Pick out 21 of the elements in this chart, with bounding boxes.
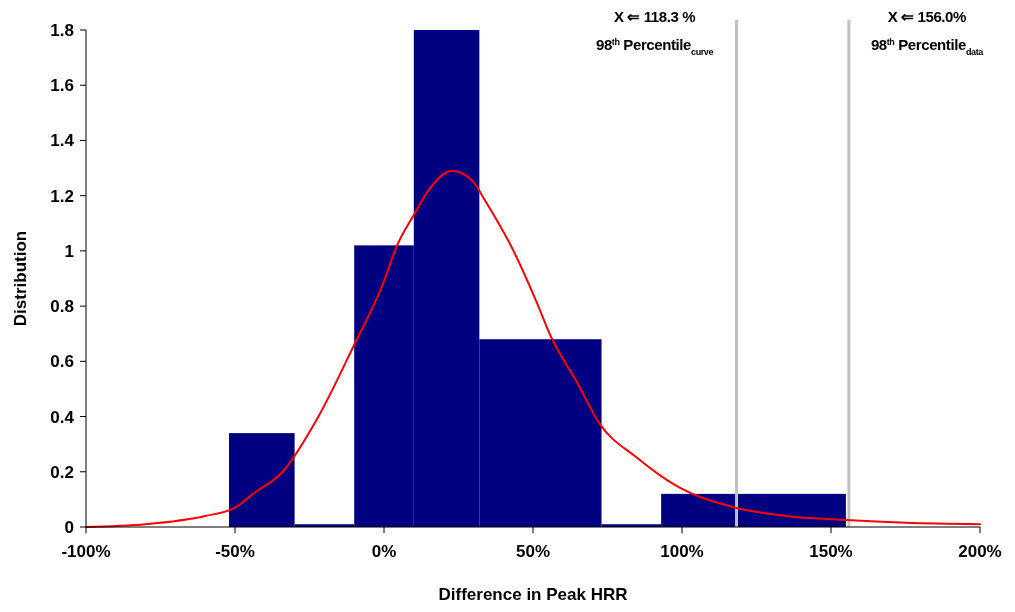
ref-line-label: X ⇐ 118.3 % 98$^{th}$ Percentile$_{curve}$ — [595, 8, 714, 57]
x-tick-label: 200% — [958, 542, 1002, 561]
x-tick-label: -100% — [61, 542, 111, 561]
x-axis-title: Difference in Peak HRR — [438, 585, 628, 604]
x-tick-label: -50% — [215, 542, 255, 561]
ref-line-label: X ⇐ 156.0% 98$^{th}$ Percentile$_{data}$ — [870, 8, 985, 57]
y-tick-label: 0 — [64, 517, 74, 537]
y-tick-label: 1.8 — [50, 20, 74, 40]
y-tick-label: 1.6 — [50, 76, 74, 96]
y-axis-title: Distribution — [11, 230, 30, 327]
x-tick-label: 150% — [809, 542, 853, 561]
y-tick-label: 0.8 — [50, 297, 74, 317]
y-tick-label: 0.6 — [50, 352, 74, 372]
y-tick-label: 1.4 — [50, 131, 75, 151]
y-tick-label: 1.2 — [50, 186, 74, 206]
x-tick-label: 0% — [371, 542, 397, 561]
y-tick-label: 0.4 — [50, 407, 75, 427]
y-tick-label: 1 — [64, 241, 74, 261]
x-tick-label: 50% — [515, 542, 551, 561]
x-tick-label: 100% — [660, 542, 704, 561]
y-tick-label: 0.2 — [50, 462, 74, 482]
